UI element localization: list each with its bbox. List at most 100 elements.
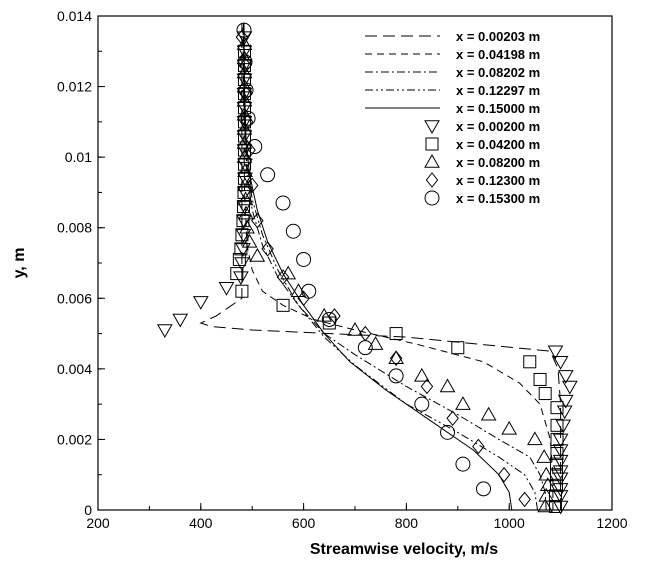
data-point [236,149,253,163]
data-point [316,307,333,322]
data-point [235,229,252,243]
x-tick-label: 1200 [596,515,627,531]
data-point [249,247,266,262]
data-point [561,380,578,395]
data-point [236,31,253,46]
series-4 [243,23,513,511]
y-tick-label: 0.01 [65,149,92,165]
legend-label: x = 0.08202 m [456,65,540,80]
data-point [233,271,249,286]
data-point [472,438,485,455]
legend-item: x = 0.12297 m [365,83,540,98]
data-point [523,355,537,369]
data-point [276,298,290,312]
data-point [538,466,555,481]
legend-item: x = 0.08202 m [365,65,540,80]
data-point [321,311,337,327]
y-tick-label: 0.006 [57,290,92,306]
data-point [440,424,456,440]
data-point [501,420,518,435]
data-point [389,327,403,341]
data-point [389,350,403,367]
legend-label: x = 0.00200 m [456,119,540,134]
series-0 [199,23,562,510]
y-tick-label: 0.014 [57,8,92,24]
data-point [414,396,430,412]
x-tick-label: 1000 [494,515,525,531]
data-point [243,142,256,158]
legend-item: x = 0.00203 m [365,29,540,44]
data-point [367,336,384,350]
data-point [237,163,253,178]
data-point [548,489,562,503]
data-point [388,350,404,365]
data-point [245,177,259,194]
legend-label: x = 0.15000 m [456,101,540,116]
data-point [236,214,250,228]
data-point [455,456,471,472]
data-point [552,433,569,448]
data-point [296,251,312,267]
data-point [260,167,276,183]
y-tick-label: 0.002 [57,431,92,447]
data-point [552,356,569,370]
data-point [347,322,363,336]
series-line [243,23,538,511]
data-point [550,418,564,432]
legend-item: x = 0.08200 m [424,153,540,170]
data-point [527,431,543,446]
series-1 [242,23,554,510]
x-tick-label: 200 [86,515,110,531]
data-point [557,370,574,384]
data-point [239,57,252,74]
data-point [439,378,456,393]
y-tick-label: 0.004 [57,361,92,377]
data-point [276,269,290,285]
series-7 [236,36,556,513]
legend-item: x = 0.04198 m [365,47,540,62]
legend: x = 0.00203 m x = 0.04198 m x = 0.08202 m x… [365,29,540,206]
data-point [239,219,255,234]
legend-marker [424,190,440,206]
data-point [236,200,250,214]
data-point [238,82,254,98]
y-axis: 0 0.002 0.004 0.006 0.008 0.01 0.012 0.014 [57,8,105,518]
legend-label: x = 0.15300 m [456,191,540,206]
data-point [237,185,251,199]
legend-label: x = 0.04200 m [456,137,540,152]
data-point [235,284,249,298]
data-point [550,401,564,415]
y-tick-label: 0 [84,502,92,518]
data-point [237,186,253,201]
data-point [251,212,264,229]
y-tick-label: 0.012 [57,79,92,95]
legend-label: x = 0.04198 m [456,47,540,62]
data-point [538,487,555,502]
data-point [247,139,263,155]
x-tick-label: 800 [395,515,419,531]
data-point [446,410,459,427]
data-point [539,477,556,492]
data-point [241,233,258,248]
legend-item: x = 0.15300 m [424,190,540,206]
data-point [536,449,553,463]
data-point [420,378,434,395]
series-line [199,23,562,510]
legend-marker [424,120,440,135]
data-point [236,73,253,88]
data-point [237,101,251,115]
x-axis-label: Streamwise velocity, m/s [310,541,498,558]
data-point [237,191,254,206]
data-point [552,454,569,469]
legend-label: x = 0.08200 m [456,155,540,170]
series-line [243,23,513,511]
data-point [237,177,253,192]
data-point [237,54,253,70]
data-point [237,44,251,58]
data-point [552,444,569,459]
data-point [549,478,563,492]
data-point [237,158,253,173]
data-point [192,296,209,310]
legend-label: x = 0.12297 m [456,83,540,98]
